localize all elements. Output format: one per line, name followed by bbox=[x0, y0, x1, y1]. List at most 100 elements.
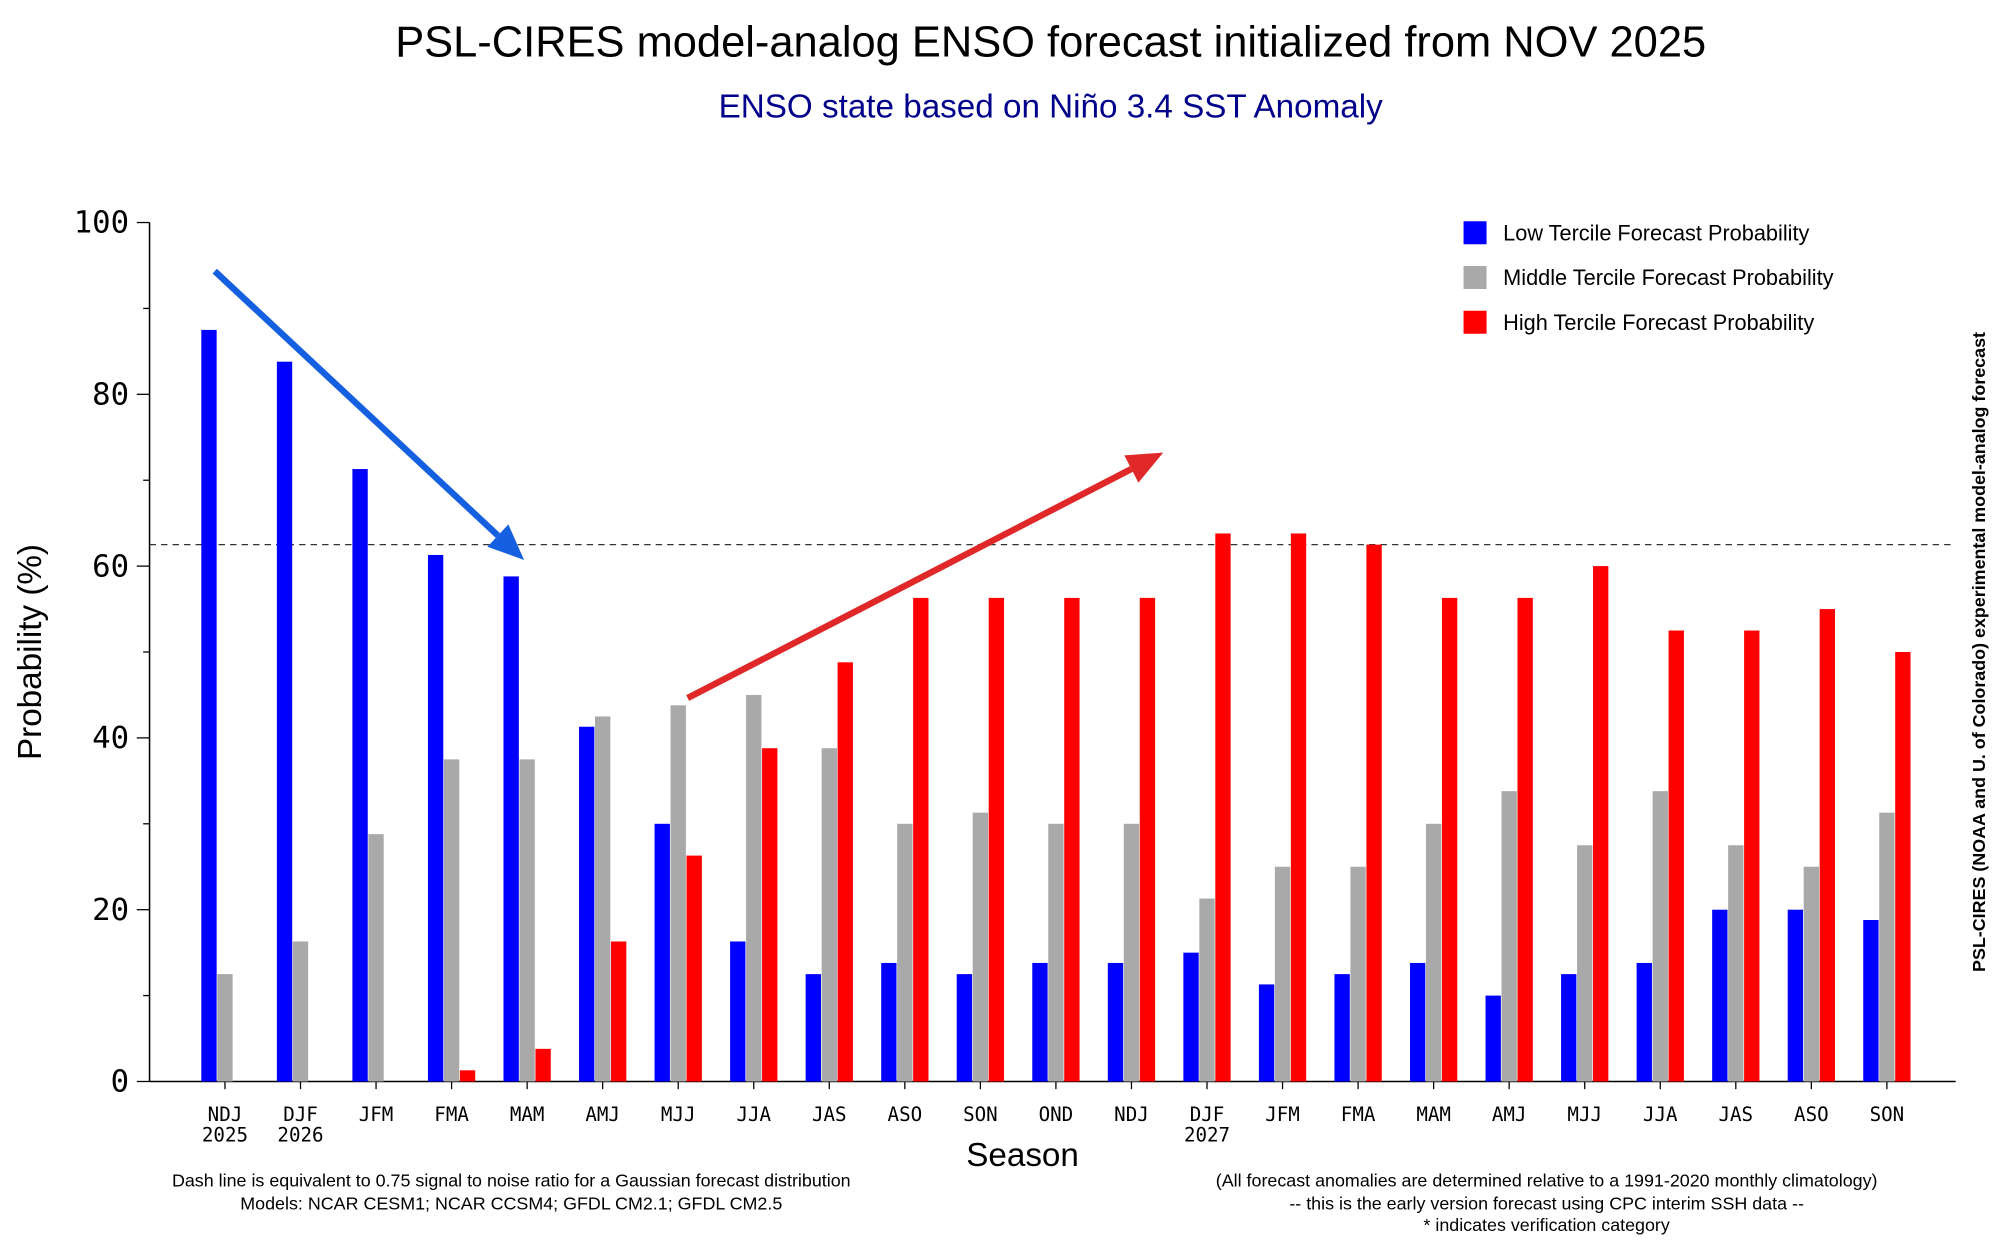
legend-swatch bbox=[1463, 310, 1487, 334]
legend: Low Tercile Forecast Probability Middle T… bbox=[1463, 220, 1834, 335]
bar-low-tercile bbox=[427, 554, 444, 1082]
note-right-2: -- this is the early version forecast us… bbox=[1289, 1193, 1804, 1213]
x-tick-label: DJF bbox=[1190, 1103, 1225, 1126]
bar-high-tercile bbox=[1290, 533, 1307, 1082]
annotation-arrows bbox=[212, 268, 1164, 701]
bar-high-tercile bbox=[1139, 597, 1156, 1082]
bar-low-tercile bbox=[881, 962, 897, 1082]
x-tick-label: FMA bbox=[1341, 1103, 1376, 1126]
bar-low-tercile bbox=[579, 726, 595, 1082]
bar-high-tercile bbox=[1441, 597, 1458, 1082]
bar-low-tercile bbox=[503, 576, 519, 1082]
bar-high-tercile bbox=[913, 597, 929, 1082]
bar-high-tercile bbox=[1593, 566, 1609, 1082]
y-tick-label: 40 bbox=[92, 721, 129, 756]
bar-high-tercile bbox=[762, 748, 778, 1082]
x-tick-label: JAS bbox=[812, 1103, 847, 1126]
bar-middle-tercile bbox=[519, 759, 535, 1082]
bar-middle-tercile bbox=[368, 834, 384, 1082]
bar-middle-tercile bbox=[1199, 898, 1215, 1082]
bar-low-tercile bbox=[1258, 984, 1275, 1082]
bar-low-tercile bbox=[1107, 962, 1124, 1082]
down-arrow-shaft bbox=[212, 268, 501, 538]
bar-low-tercile bbox=[730, 941, 746, 1082]
bar-high-tercile bbox=[1895, 652, 1911, 1082]
x-tick-label: NDJ bbox=[208, 1103, 243, 1126]
bar-high-tercile bbox=[1517, 597, 1533, 1082]
x-tick-label: AMJ bbox=[1492, 1103, 1527, 1126]
legend-label: Low Tercile Forecast Probability bbox=[1503, 220, 1809, 245]
bar-middle-tercile bbox=[1123, 823, 1140, 1082]
bar-low-tercile bbox=[1183, 952, 1199, 1082]
x-tick-label: JFM bbox=[1265, 1103, 1300, 1126]
bar-middle-tercile bbox=[1803, 866, 1820, 1082]
x-tick-label: OND bbox=[1039, 1103, 1074, 1126]
x-tick-label: MJJ bbox=[1567, 1103, 1602, 1126]
x-tick-label: MAM bbox=[510, 1103, 545, 1126]
x-tick-label: NDJ bbox=[1114, 1103, 1149, 1126]
y-tick-label: 80 bbox=[92, 378, 129, 413]
bar-middle-tercile bbox=[217, 974, 233, 1082]
bar-low-tercile bbox=[1787, 909, 1804, 1082]
y-tick-label: 60 bbox=[92, 549, 129, 584]
bar-high-tercile bbox=[459, 1070, 476, 1082]
x-tick-label: ASO bbox=[1794, 1103, 1829, 1126]
x-tick-label: JJA bbox=[736, 1103, 771, 1126]
x-tick-label: ASO bbox=[888, 1103, 923, 1126]
down-arrow-head bbox=[487, 524, 525, 560]
bar-low-tercile bbox=[1863, 920, 1879, 1082]
bar-high-tercile bbox=[535, 1048, 551, 1082]
x-tick-label: JFM bbox=[359, 1103, 394, 1126]
legend-swatch bbox=[1463, 221, 1487, 245]
chart-subtitle: ENSO state based on Niño 3.4 SST Anomaly bbox=[719, 89, 1384, 126]
bar-low-tercile bbox=[276, 361, 293, 1082]
bar-middle-tercile bbox=[746, 694, 762, 1082]
bar-middle-tercile bbox=[897, 823, 913, 1082]
bar-high-tercile bbox=[1366, 544, 1382, 1082]
x-tick-label: JAS bbox=[1718, 1103, 1753, 1126]
bar-low-tercile bbox=[1712, 909, 1728, 1082]
x-tick-label: MAM bbox=[1416, 1103, 1451, 1126]
y-tick-label: 20 bbox=[92, 893, 129, 928]
bar-low-tercile bbox=[1561, 974, 1577, 1082]
bar-low-tercile bbox=[1334, 974, 1350, 1082]
x-tick-label: JJA bbox=[1643, 1103, 1678, 1126]
x-tick-label: FMA bbox=[434, 1103, 469, 1126]
x-tick-label: SON bbox=[1870, 1103, 1905, 1126]
bar-low-tercile bbox=[1032, 962, 1048, 1082]
up-arrow-head bbox=[1124, 452, 1164, 483]
x-tick-label: MJJ bbox=[661, 1103, 696, 1126]
y-axis-label: Probability (%) bbox=[12, 544, 49, 760]
bar-middle-tercile bbox=[821, 748, 837, 1082]
note-right-3: * indicates verification category bbox=[1423, 1215, 1669, 1235]
bar-high-tercile bbox=[988, 597, 1005, 1082]
x-tick-label: SON bbox=[963, 1103, 998, 1126]
bar-low-tercile bbox=[201, 329, 217, 1082]
x-tick-label: DJF bbox=[283, 1103, 318, 1126]
bar-middle-tercile bbox=[1350, 866, 1366, 1082]
bar-middle-tercile bbox=[292, 941, 309, 1082]
bar-middle-tercile bbox=[1728, 845, 1744, 1082]
bar-middle-tercile bbox=[1501, 791, 1517, 1082]
y-tick-label: 0 bbox=[111, 1065, 129, 1100]
x-axis-label: Season bbox=[966, 1137, 1079, 1174]
note-left-2: Models: NCAR CESM1; NCAR CCSM4; GFDL CM2… bbox=[240, 1193, 782, 1213]
legend-label: High Tercile Forecast Probability bbox=[1503, 310, 1814, 335]
bar-high-tercile bbox=[686, 855, 702, 1082]
x-tick-year-label: 2026 bbox=[277, 1124, 323, 1147]
bar-low-tercile bbox=[1485, 995, 1501, 1082]
bar-middle-tercile bbox=[1652, 791, 1668, 1082]
bar-middle-tercile bbox=[1274, 866, 1291, 1082]
bar-low-tercile bbox=[1409, 962, 1426, 1082]
x-tick-year-label: 2025 bbox=[202, 1124, 248, 1147]
side-label: PSL-CIRES (NOAA and U. of Colorado) expe… bbox=[1969, 332, 1989, 972]
up-arrow-shaft bbox=[686, 466, 1133, 701]
bar-high-tercile bbox=[1819, 609, 1835, 1082]
bar-low-tercile bbox=[352, 469, 368, 1082]
bar-middle-tercile bbox=[670, 705, 686, 1082]
bar-low-tercile bbox=[1636, 962, 1652, 1082]
bar-middle-tercile bbox=[972, 812, 989, 1082]
bar-high-tercile bbox=[1215, 533, 1231, 1082]
